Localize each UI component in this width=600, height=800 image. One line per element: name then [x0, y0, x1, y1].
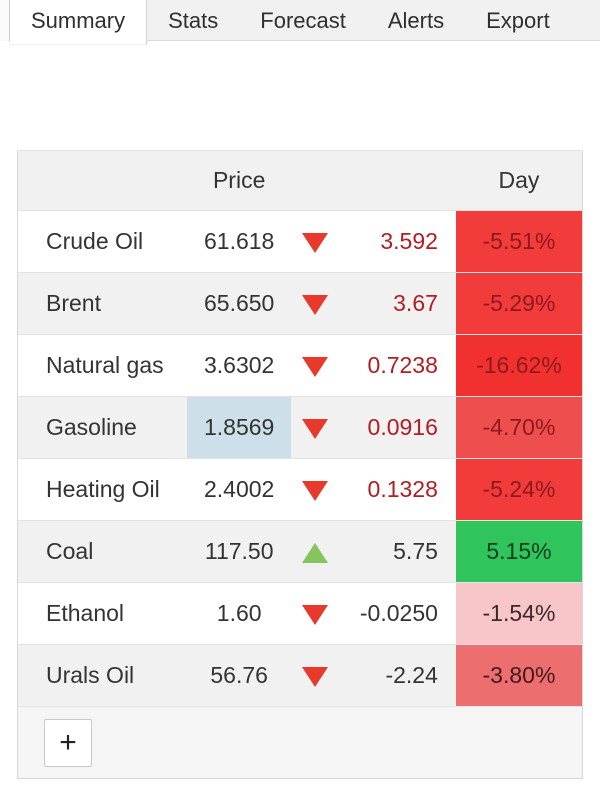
direction-icon — [290, 458, 340, 521]
day-percent-badge: 5.15% — [455, 521, 582, 582]
commodity-name: Crude Oil — [17, 210, 188, 273]
commodity-name: Ethanol — [17, 582, 188, 645]
direction-icon — [290, 272, 340, 335]
day-percent-cell: -1.54% — [455, 582, 583, 645]
table-row[interactable]: Coal 117.50 5.75 5.15% — [17, 520, 583, 583]
table-row[interactable]: Crude Oil 61.618 3.592 -5.51% — [17, 210, 583, 273]
change-value: 0.7238 — [339, 334, 456, 397]
change-value: 0.1328 — [339, 458, 456, 521]
table-row[interactable]: Heating Oil 2.4002 0.1328 -5.24% — [17, 458, 583, 521]
day-percent-cell: -16.62% — [455, 334, 583, 397]
header-day: Day — [455, 150, 583, 211]
header-change-spacer — [339, 150, 456, 211]
change-value: 3.592 — [339, 210, 456, 273]
day-percent-badge: -3.80% — [455, 645, 582, 706]
day-percent-badge: -5.51% — [455, 211, 582, 272]
price-value: 61.618 — [187, 210, 291, 273]
commodity-name: Natural gas — [17, 334, 188, 397]
triangle-down-icon — [302, 666, 329, 687]
tab-forecast[interactable]: Forecast — [260, 8, 346, 33]
day-percent-cell: -5.24% — [455, 458, 583, 521]
commodity-name: Coal — [17, 520, 188, 583]
left-edge-strip — [0, 0, 10, 41]
change-value: 3.67 — [339, 272, 456, 335]
day-percent-cell: -4.70% — [455, 396, 583, 459]
direction-icon — [290, 334, 340, 397]
table-header-row: Price Day — [17, 150, 583, 211]
direction-icon — [290, 644, 340, 707]
day-percent-badge: -5.29% — [455, 273, 582, 334]
commodity-name: Heating Oil — [17, 458, 188, 521]
change-value: -0.0250 — [339, 582, 456, 645]
direction-icon — [290, 582, 340, 645]
change-value: -2.24 — [339, 644, 456, 707]
change-value: 0.0916 — [339, 396, 456, 459]
table-row[interactable]: Gasoline 1.8569 0.0916 -4.70% — [17, 396, 583, 459]
direction-icon — [290, 520, 340, 583]
tab-stats[interactable]: Stats — [168, 8, 219, 33]
table-row[interactable]: Brent 65.650 3.67 -5.29% — [17, 272, 583, 335]
day-percent-cell: -3.80% — [455, 644, 583, 707]
triangle-down-icon — [302, 604, 329, 625]
triangle-down-icon — [302, 480, 329, 501]
triangle-up-icon — [302, 542, 329, 563]
quotes-table: Price Day Crude Oil 61.618 3.592 -5.51% … — [17, 150, 583, 779]
day-percent-cell: -5.51% — [455, 210, 583, 273]
commodity-name: Urals Oil — [17, 644, 188, 707]
commodity-name: Brent — [17, 272, 188, 335]
day-percent-badge: -4.70% — [455, 397, 582, 458]
direction-icon — [290, 396, 340, 459]
change-value: 5.75 — [339, 520, 456, 583]
tab-alerts[interactable]: Alerts — [387, 8, 445, 33]
price-value: 2.4002 — [187, 458, 291, 521]
table-row[interactable]: Natural gas 3.6302 0.7238 -16.62% — [17, 334, 583, 397]
header-arrow-spacer — [290, 150, 340, 211]
price-value: 56.76 — [187, 644, 291, 707]
triangle-down-icon — [302, 356, 329, 377]
day-percent-cell: -5.29% — [455, 272, 583, 335]
tab-export[interactable]: Export — [486, 8, 550, 33]
commodity-name: Gasoline — [17, 396, 188, 459]
footer-cell: + — [17, 706, 583, 779]
price-value: 3.6302 — [187, 334, 291, 397]
tab-summary[interactable]: Summary — [10, 0, 148, 45]
price-value: 1.60 — [187, 582, 291, 645]
table-row[interactable]: Ethanol 1.60 -0.0250 -1.54% — [17, 582, 583, 645]
header-name — [17, 150, 188, 211]
tab-strip: Summary Stats Forecast Alerts Export — [10, 0, 600, 45]
day-percent-badge: -16.62% — [455, 335, 582, 396]
triangle-down-icon — [302, 418, 329, 439]
table-row[interactable]: Urals Oil 56.76 -2.24 -3.80% — [17, 644, 583, 707]
tab-bar: Summary Stats Forecast Alerts Export — [0, 0, 600, 45]
price-value: 117.50 — [187, 520, 291, 583]
triangle-down-icon — [302, 232, 329, 253]
table-footer-row: + — [17, 706, 583, 779]
quotes-table-container: Price Day Crude Oil 61.618 3.592 -5.51% … — [17, 150, 583, 779]
price-value: 65.650 — [187, 272, 291, 335]
add-instrument-button[interactable]: + — [44, 718, 92, 767]
direction-icon — [290, 210, 340, 273]
day-percent-badge: -1.54% — [455, 583, 582, 644]
day-percent-cell: 5.15% — [455, 520, 583, 583]
price-value-highlighted: 1.8569 — [187, 396, 291, 459]
header-price: Price — [187, 150, 291, 211]
day-percent-badge: -5.24% — [455, 459, 582, 520]
triangle-down-icon — [302, 294, 329, 315]
